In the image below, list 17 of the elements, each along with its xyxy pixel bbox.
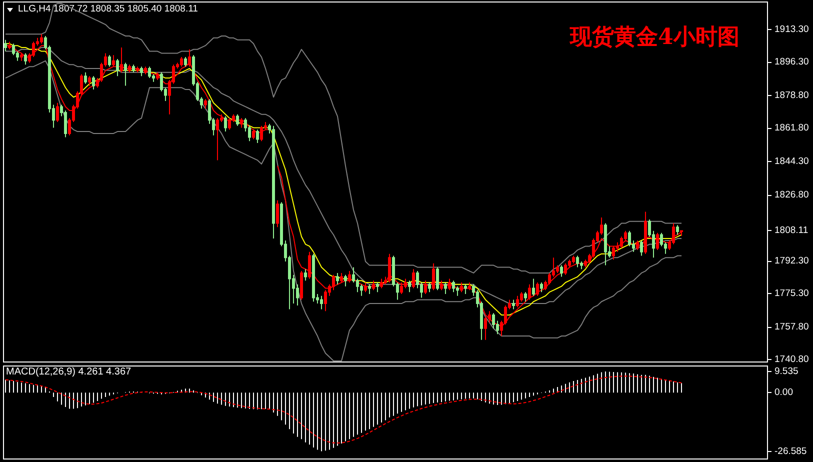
y-tick-label: 1775.30 bbox=[774, 288, 809, 299]
y-tick-label: 0.00 bbox=[774, 387, 793, 398]
y-tick-label: -26.585 bbox=[774, 446, 807, 457]
y-tick-label: 1792.30 bbox=[774, 255, 809, 266]
y-tick-label: 1913.30 bbox=[774, 24, 809, 36]
y-tick-label: 1878.80 bbox=[774, 90, 809, 102]
y-tick-label: 1808.11 bbox=[774, 225, 808, 236]
y-tick-label: 1861.80 bbox=[774, 122, 809, 134]
y-tick-label: 1844.30 bbox=[774, 156, 809, 168]
y-tick-label: 9.535 bbox=[774, 366, 798, 377]
y-tick-label: 1896.30 bbox=[774, 56, 809, 68]
annotation: MACD(12,26,9) 4.261 4.367 bbox=[6, 366, 132, 378]
y-tick-label: 1826.80 bbox=[774, 189, 809, 200]
text: 现货黄金4小时图 bbox=[569, 24, 740, 50]
y-tick-label: 1757.80 bbox=[774, 321, 809, 332]
y-tick-label: 1740.80 bbox=[774, 354, 809, 365]
annotation: LLG,H4 1807.72 1808.35 1805.40 1808.11 bbox=[18, 4, 198, 14]
